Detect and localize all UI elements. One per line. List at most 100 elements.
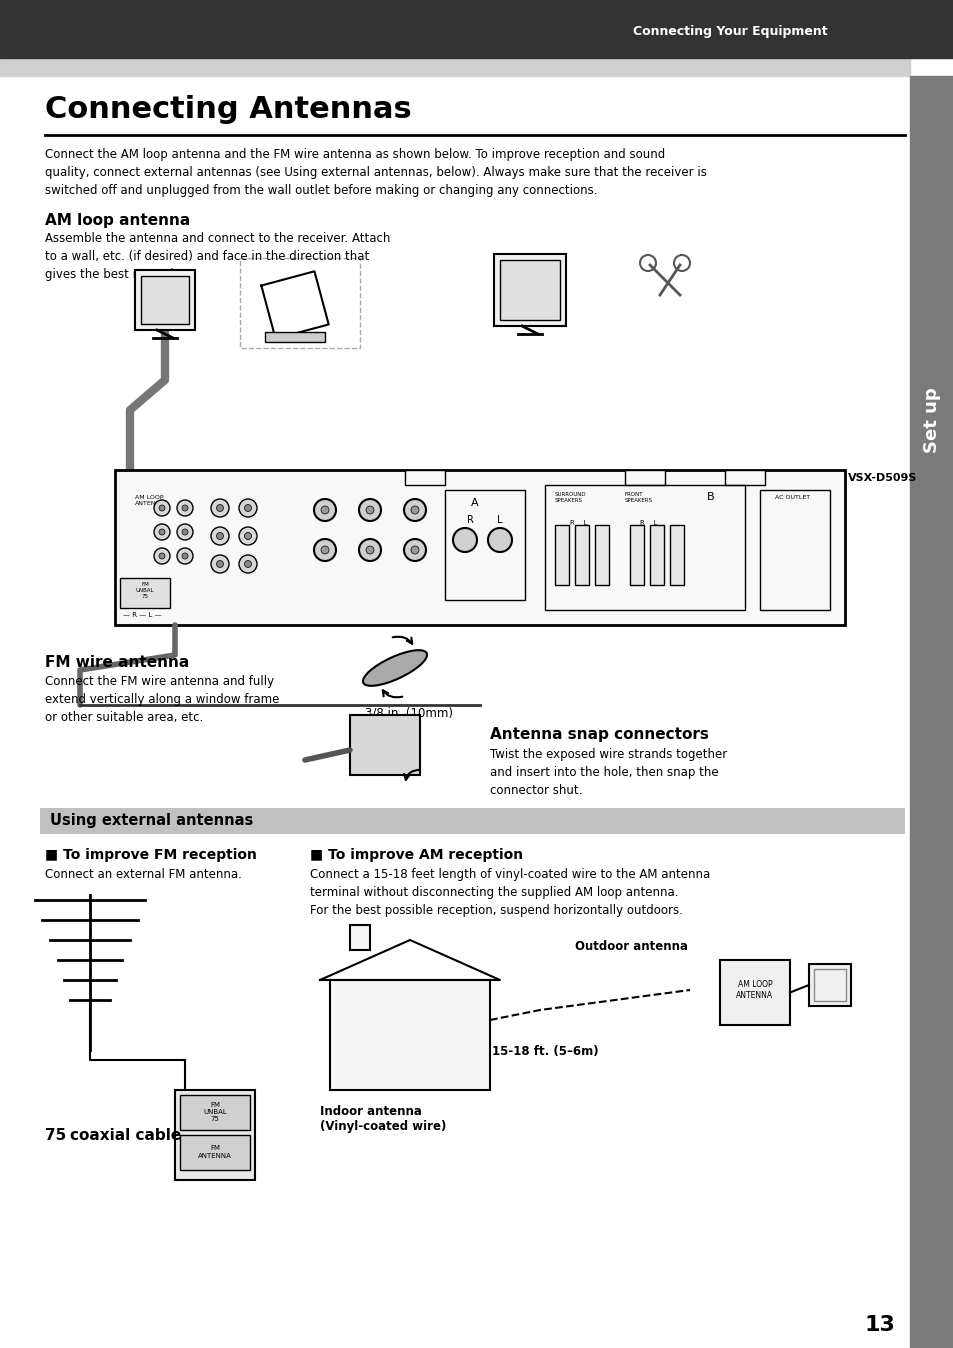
Circle shape [211,527,229,545]
Bar [499,260,559,319]
Text: AM LOOP
ANTENNA: AM LOOP ANTENNA [736,980,773,1000]
Bar [555,524,568,585]
Text: FRONT
SPEAKERS: FRONT SPEAKERS [624,492,652,503]
Bar [180,1135,250,1170]
Text: AM loop antenna: AM loop antenna [45,213,190,228]
Bar [120,578,170,608]
Text: Connecting Antennas: Connecting Antennas [45,94,412,124]
Circle shape [153,524,170,541]
Circle shape [239,527,256,545]
Circle shape [314,499,335,520]
Ellipse shape [362,650,427,686]
Circle shape [153,500,170,516]
Text: Assemble the antenna and connect to the receiver. Attach
to a wall, etc. (if des: Assemble the antenna and connect to the … [45,232,390,280]
Circle shape [320,506,329,514]
Bar [909,75,953,1348]
Bar [624,470,664,485]
Bar [115,470,844,625]
Text: Antenna snap connectors: Antenna snap connectors [490,727,708,741]
Text: 3/8 in. (10mm): 3/8 in. (10mm) [365,706,453,718]
Text: R    L: R L [569,520,587,526]
Bar [135,270,194,330]
Circle shape [159,506,165,511]
Circle shape [182,506,188,511]
Text: FM wire antenna: FM wire antenna [45,655,189,670]
Circle shape [411,546,418,554]
Bar [265,332,325,342]
Circle shape [366,506,374,514]
Text: ■ To improve FM reception: ■ To improve FM reception [45,848,256,861]
Bar [544,485,744,611]
Text: Connect the FM wire antenna and fully
extend vertically along a window frame
or : Connect the FM wire antenna and fully ex… [45,675,279,724]
Text: Connecting Your Equipment: Connecting Your Equipment [632,26,826,38]
Circle shape [244,504,252,511]
Circle shape [358,539,380,561]
Text: 75: 75 [45,1127,66,1143]
Circle shape [177,524,193,541]
Circle shape [320,546,329,554]
Bar [240,257,359,348]
Circle shape [403,499,426,520]
Circle shape [366,546,374,554]
Circle shape [411,506,418,514]
Bar [575,524,588,585]
Bar [0,0,953,58]
Text: Twist the exposed wire strands together
and insert into the hole, then snap the
: Twist the exposed wire strands together … [490,748,726,797]
Circle shape [211,555,229,573]
Text: — R — L —: — R — L — [123,612,161,617]
Bar [40,807,904,834]
Circle shape [177,500,193,516]
Text: L: L [497,515,502,524]
Text: 13: 13 [863,1316,895,1335]
Text: AC OUTLET: AC OUTLET [774,495,809,500]
Bar [350,925,370,950]
Text: ■ To improve AM reception: ■ To improve AM reception [310,848,522,861]
Text: VSX-D509S: VSX-D509S [847,473,917,483]
Circle shape [244,532,252,539]
Text: Outdoor antenna: Outdoor antenna [575,940,687,953]
Bar [720,960,789,1024]
Bar [444,491,524,600]
Text: A: A [471,497,478,508]
Text: 15-18 ft. (5–6m): 15-18 ft. (5–6m) [491,1045,598,1058]
Bar [0,58,909,75]
Bar [813,969,845,1002]
Text: Connect the AM loop antenna and the FM wire antenna as shown below. To improve r: Connect the AM loop antenna and the FM w… [45,148,706,197]
Circle shape [403,539,426,561]
Text: R: R [466,515,473,524]
Bar [760,491,829,611]
Text: SURROUND
SPEAKERS: SURROUND SPEAKERS [555,492,586,503]
Bar [649,524,663,585]
Text: Connect a 15-18 feet length of vinyl-coated wire to the AM antenna
terminal with: Connect a 15-18 feet length of vinyl-coa… [310,868,709,917]
Bar [141,276,189,324]
Bar [629,524,643,585]
Text: FM
ANTENNA: FM ANTENNA [198,1146,232,1158]
Circle shape [453,528,476,551]
Circle shape [244,561,252,568]
Bar [494,253,565,326]
Text: Connect an external FM antenna.: Connect an external FM antenna. [45,868,242,882]
Circle shape [177,549,193,563]
Bar [330,980,490,1091]
Circle shape [216,561,223,568]
Text: R    L: R L [639,520,657,526]
Text: B: B [706,492,714,501]
Circle shape [211,499,229,518]
Text: Indoor antenna
(Vinyl-coated wire): Indoor antenna (Vinyl-coated wire) [319,1105,446,1134]
Bar [174,1091,254,1180]
Text: Set up: Set up [923,387,940,453]
Circle shape [314,539,335,561]
Text: AM LOOP
ANTENNA: AM LOOP ANTENNA [135,495,165,506]
Text: FM
UNBAL
75: FM UNBAL 75 [135,582,154,599]
Bar [180,1095,250,1130]
Bar [595,524,608,585]
Circle shape [153,549,170,563]
Circle shape [182,553,188,559]
Bar [669,524,683,585]
Text: coaxial cable: coaxial cable [70,1127,181,1143]
Bar [724,470,764,485]
Text: Using external antennas: Using external antennas [50,813,253,829]
Bar [808,964,850,1006]
Bar [350,714,419,775]
Bar [405,470,444,485]
